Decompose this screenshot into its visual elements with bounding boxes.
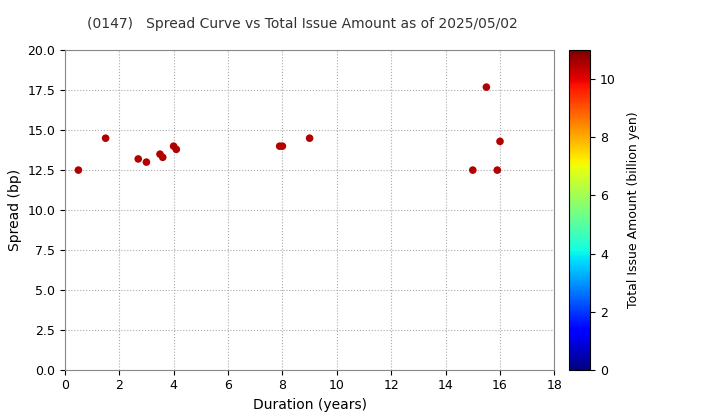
Point [467,167,479,173]
Point [140,159,152,165]
Point [492,167,503,173]
Point [154,151,166,158]
Point [100,135,112,142]
Point [73,167,84,173]
Y-axis label: Spread (bp): Spread (bp) [8,169,22,251]
Point [494,138,505,145]
Point [132,155,144,162]
Point [481,84,492,90]
Y-axis label: Total Issue Amount (billion yen): Total Issue Amount (billion yen) [627,112,640,308]
Point [274,143,285,150]
Point [171,146,182,153]
Point [168,143,179,150]
Text: (0147)   Spread Curve vs Total Issue Amount as of 2025/05/02: (0147) Spread Curve vs Total Issue Amoun… [87,17,518,31]
Point [157,154,168,161]
X-axis label: Duration (years): Duration (years) [253,398,366,412]
Point [304,135,315,142]
Point [276,143,288,150]
